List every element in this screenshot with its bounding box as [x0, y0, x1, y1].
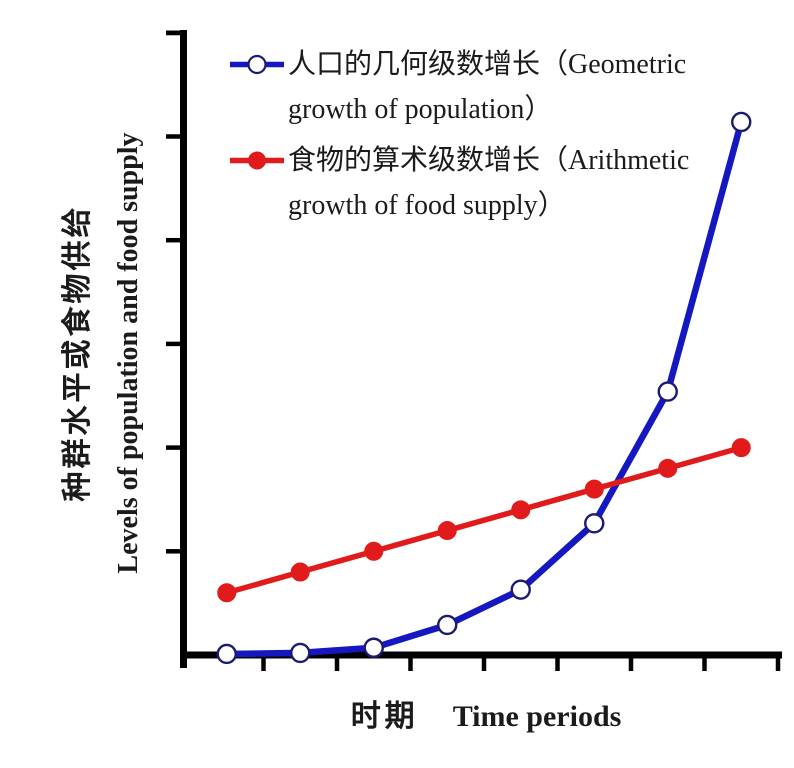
arithmetic-data-point — [290, 562, 310, 582]
geometric-data-point — [363, 637, 384, 658]
arithmetic-data-point — [217, 583, 237, 603]
geometric-data-point — [510, 579, 531, 600]
series-geometric-markers — [216, 111, 752, 665]
x-axis-label-chinese: 时期 — [350, 700, 419, 733]
y-axis-label: 种群水平或食物供给 Levels of population and food … — [51, 53, 155, 653]
legend-label-arithmetic-line1: 食物的算术级数增长（Arithmetic — [288, 145, 690, 176]
y-axis-label-chinese: 种群水平或食物供给 — [61, 204, 94, 502]
arithmetic-data-point — [437, 521, 457, 541]
geometric-data-point — [731, 111, 752, 133]
y-axis-ticks — [166, 30, 181, 554]
geometric-data-point — [657, 381, 678, 402]
series-arithmetic-markers — [217, 438, 751, 603]
geometric-data-point — [437, 614, 458, 636]
legend-label-geometric-line1: 人口的几何级数增长（Geometric — [288, 49, 687, 80]
chart-legend: 人口的几何级数增长（Geometric growth of population… — [228, 42, 689, 228]
x-axis-ticks — [261, 656, 781, 671]
x-axis-label: 时期 Time periods — [190, 691, 782, 735]
series-geometric-line — [226, 121, 745, 658]
legend-label-geometric-line2: growth of population） — [288, 94, 553, 125]
arithmetic-data-point — [364, 541, 384, 561]
y-axis-label-english: Levels of population and food supply — [113, 132, 144, 574]
legend-entry-arithmetic: 食物的算术级数增长（Arithmetic growth of food supp… — [228, 138, 689, 228]
geometric-data-point — [216, 643, 237, 665]
legend-label-arithmetic-line2: growth of food supply） — [288, 190, 566, 221]
legend-circle — [247, 54, 267, 75]
arithmetic-data-point — [731, 438, 751, 458]
legend-marker-geometric-icon — [230, 54, 284, 75]
legend-circle — [248, 151, 266, 170]
geometric-data-point — [290, 642, 311, 664]
geometric-data-point — [584, 513, 605, 534]
legend-entry-geometric: 人口的几何级数增长（Geometric growth of population… — [228, 42, 689, 132]
legend-label-arithmetic: 食物的算术级数增长（Arithmetic growth of food supp… — [288, 138, 689, 228]
arithmetic-data-point — [584, 479, 604, 499]
series-arithmetic-line — [226, 444, 742, 596]
legend-label-geometric: 人口的几何级数增长（Geometric growth of population… — [288, 42, 686, 132]
legend-marker-arithmetic-icon — [230, 151, 284, 170]
arithmetic-data-point — [658, 458, 678, 478]
x-axis-label-english: Time periods — [452, 700, 622, 733]
arithmetic-data-point — [511, 500, 531, 520]
